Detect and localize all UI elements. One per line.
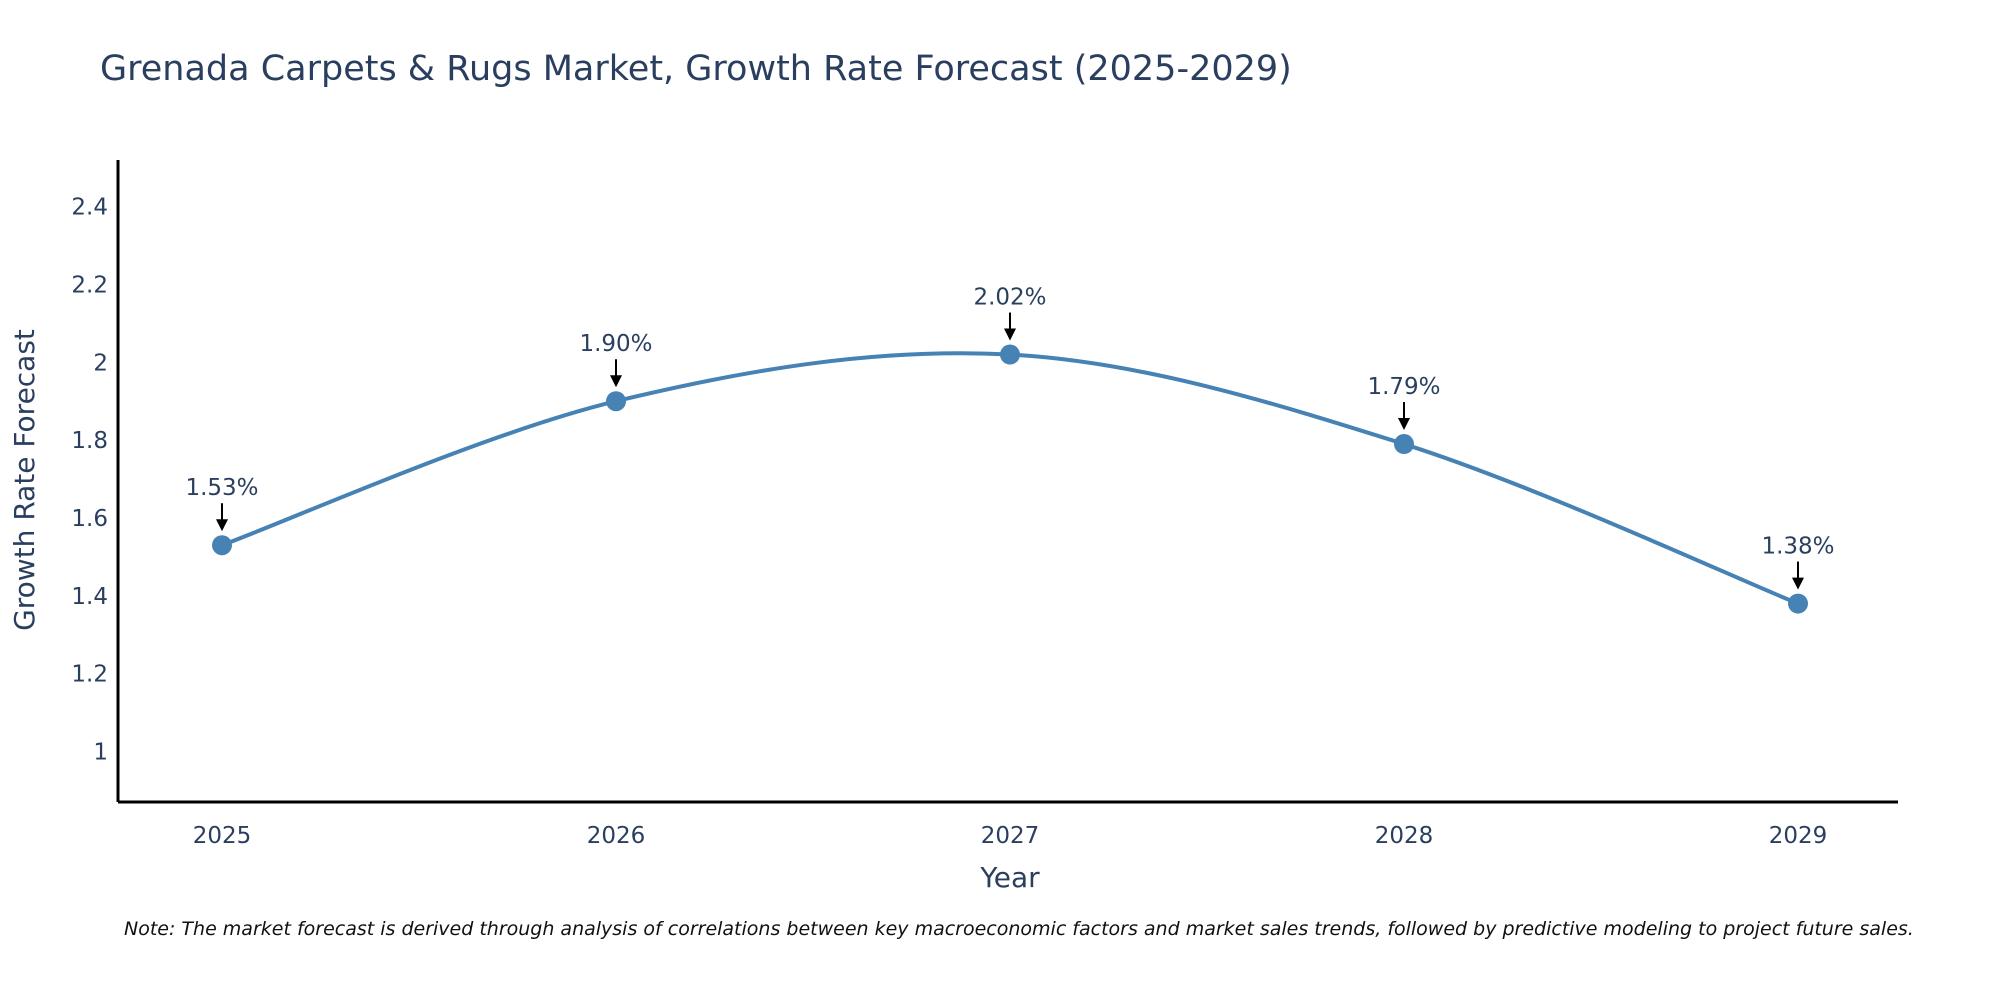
- y-tick-label: 2.2: [71, 273, 108, 299]
- data-point: [212, 535, 232, 556]
- x-tick-label: 2028: [1375, 823, 1434, 849]
- x-tick-label: 2027: [981, 823, 1040, 849]
- series-line-group: [221, 351, 1799, 606]
- y-tick-label: 1.8: [71, 428, 108, 454]
- axes: [116, 160, 1898, 804]
- x-tick-label: 2025: [193, 823, 252, 849]
- chart-title: Grenada Carpets & Rugs Market, Growth Ra…: [100, 49, 1292, 89]
- series-line: [221, 351, 1799, 606]
- data-label: 1.90%: [579, 331, 652, 357]
- y-tick-label: 1.2: [71, 662, 108, 688]
- y-tick-label: 1: [93, 739, 108, 765]
- data-point: [606, 391, 626, 412]
- data-label: 1.38%: [1761, 534, 1834, 560]
- data-point: [1788, 593, 1808, 614]
- x-axis-title: Year: [979, 861, 1040, 894]
- y-axis-title: Growth Rate Forecast: [8, 329, 41, 631]
- x-tick-label: 2029: [1769, 823, 1828, 849]
- x-tick-label: 2026: [587, 823, 646, 849]
- data-annotations: 1.53% 1.90% 2.02% 1.79% 1.38%: [185, 285, 1835, 590]
- data-point: [1394, 434, 1414, 455]
- y-axis-ticks: 1 1.2 1.4 1.6 1.8 2 2.2 2.4: [71, 195, 108, 766]
- data-points: [212, 344, 1808, 614]
- data-point: [1000, 344, 1020, 365]
- y-tick-label: 2: [93, 350, 108, 376]
- data-label: 2.02%: [973, 285, 1046, 311]
- x-axis-ticks: 2025 2026 2027 2028 2029: [193, 823, 1828, 849]
- y-tick-label: 1.4: [71, 584, 108, 610]
- data-label: 1.53%: [185, 475, 258, 501]
- data-label: 1.79%: [1367, 374, 1440, 400]
- y-tick-label: 2.4: [71, 195, 108, 221]
- chart-footnote: Note: The market forecast is derived thr…: [124, 918, 1914, 940]
- y-tick-label: 1.6: [71, 506, 108, 532]
